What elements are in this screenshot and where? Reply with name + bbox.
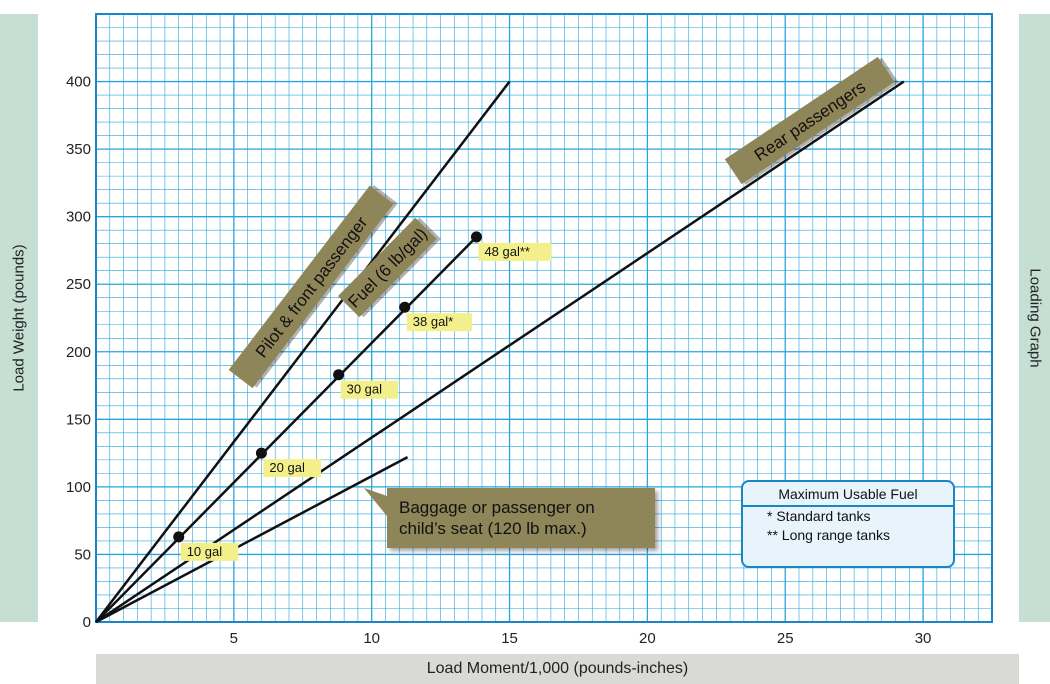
fuel-point xyxy=(173,531,184,542)
x-tick-label: 10 xyxy=(363,630,380,647)
baggage-label-line1: Baggage or passenger on xyxy=(399,497,655,518)
y-tick-label: 200 xyxy=(66,344,91,361)
fuel-point xyxy=(333,369,344,380)
y-tick-label: 100 xyxy=(66,479,91,496)
fuel-box-note-long-range: ** Long range tanks xyxy=(743,526,953,545)
x-tick-label: 20 xyxy=(639,630,656,647)
fuel-label-text: 10 gal xyxy=(187,544,223,559)
fuel-point xyxy=(471,231,482,242)
x-tick-label: 15 xyxy=(501,630,518,647)
x-tick-label: 5 xyxy=(230,630,238,647)
y-tick-label: 250 xyxy=(66,276,91,293)
baggage-label-line2: child’s seat (120 lb max.) xyxy=(399,518,655,539)
y-tick-label: 400 xyxy=(66,74,91,91)
y-tick-label: 300 xyxy=(66,209,91,226)
chart-title: Loading Graph xyxy=(1027,268,1044,367)
fuel-box-note-standard: * Standard tanks xyxy=(743,507,953,526)
fuel-label-text: 30 gal xyxy=(347,382,383,397)
x-tick-label: 30 xyxy=(915,630,932,647)
fuel-label-text: 38 gal* xyxy=(413,314,453,329)
fuel-label-text: 20 gal xyxy=(269,460,305,475)
fuel-box-title: Maximum Usable Fuel xyxy=(743,482,953,507)
baggage-banner: Baggage or passenger on child’s seat (12… xyxy=(387,488,655,548)
fuel-label-text: 48 gal** xyxy=(484,244,530,259)
x-axis-label: Load Moment/1,000 (pounds-inches) xyxy=(96,654,1019,684)
fuel-point xyxy=(256,448,267,459)
y-axis-label: Load Weight (pounds) xyxy=(11,244,28,391)
x-tick-label: 25 xyxy=(777,630,794,647)
max-usable-fuel-box: Maximum Usable Fuel * Standard tanks ** … xyxy=(741,480,955,568)
fuel-point xyxy=(399,302,410,313)
y-tick-label: 50 xyxy=(74,546,91,563)
y-tick-label: 350 xyxy=(66,141,91,158)
y-tick-label: 0 xyxy=(83,614,91,631)
y-tick-label: 150 xyxy=(66,411,91,428)
